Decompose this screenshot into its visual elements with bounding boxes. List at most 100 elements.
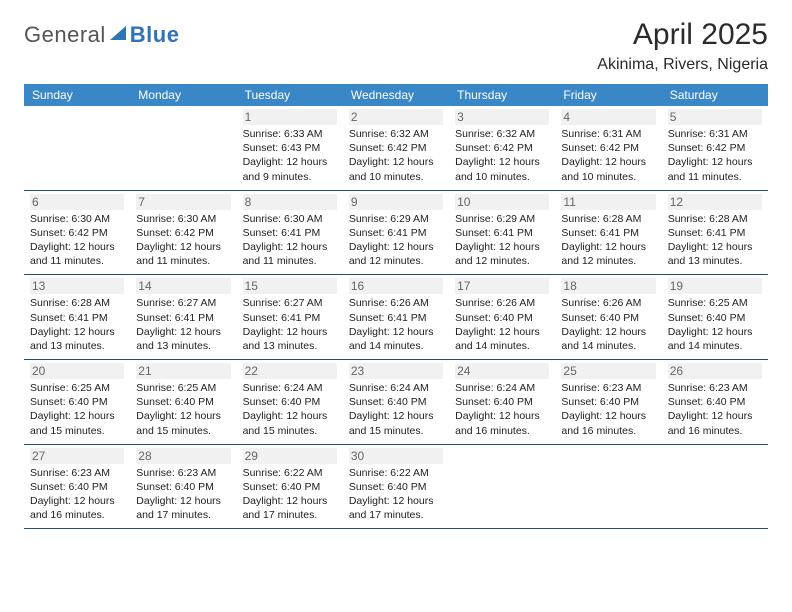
day-info: Sunrise: 6:32 AMSunset: 6:42 PMDaylight:… [455,127,549,184]
day-info: Sunrise: 6:25 AMSunset: 6:40 PMDaylight:… [136,381,230,438]
calendar-day-cell: 6 Sunrise: 6:30 AMSunset: 6:42 PMDaylight… [24,190,130,275]
weekday-header: Friday [555,84,661,106]
weekday-header: Saturday [662,84,768,106]
calendar-day-cell: 9 Sunrise: 6:29 AMSunset: 6:41 PMDaylight… [343,190,449,275]
calendar-day-cell: 25Sunrise: 6:23 AMSunset: 6:40 PMDayligh… [555,360,661,445]
day-info: Sunrise: 6:33 AMSunset: 6:43 PMDaylight:… [243,127,337,184]
day-info: Sunrise: 6:26 AMSunset: 6:41 PMDaylight:… [349,296,443,353]
day-number: 14 [136,278,230,294]
day-number: 21 [136,363,230,379]
weekday-header: Sunday [24,84,130,106]
logo-text-general: General [24,22,106,48]
calendar-week-row: 6 Sunrise: 6:30 AMSunset: 6:42 PMDaylight… [24,190,768,275]
day-info: Sunrise: 6:29 AMSunset: 6:41 PMDaylight:… [455,212,549,269]
day-number: 15 [243,278,337,294]
calendar-day-cell: 30 Sunrise: 6:22 AMSunset: 6:40 PMDayligh… [343,444,449,529]
header-bar: General Blue April 2025 Akinima, Rivers,… [24,18,768,74]
calendar-header-row: SundayMondayTuesdayWednesdayThursdayFrid… [24,84,768,106]
logo-sail-icon [108,24,128,47]
day-info: Sunrise: 6:32 AMSunset: 6:42 PMDaylight:… [349,127,443,184]
calendar-day-cell: 19Sunrise: 6:25 AMSunset: 6:40 PMDayligh… [662,275,768,360]
calendar-week-row: 27Sunrise: 6:23 AMSunset: 6:40 PMDayligh… [24,444,768,529]
day-number: 26 [668,363,762,379]
calendar-day-cell: 1 Sunrise: 6:33 AMSunset: 6:43 PMDaylight… [237,106,343,190]
day-info: Sunrise: 6:24 AMSunset: 6:40 PMDaylight:… [243,381,337,438]
day-number: 16 [349,278,443,294]
day-number: 11 [561,194,655,210]
day-info: Sunrise: 6:22 AMSunset: 6:40 PMDaylight:… [243,466,337,523]
day-info: Sunrise: 6:30 AMSunset: 6:42 PMDaylight:… [30,212,124,269]
weekday-header: Monday [130,84,236,106]
calendar-day-cell: .. [449,444,555,529]
day-number: 6 [30,194,124,210]
day-number: 12 [668,194,762,210]
page-title: April 2025 [597,18,768,52]
day-info: Sunrise: 6:28 AMSunset: 6:41 PMDaylight:… [30,296,124,353]
calendar-day-cell: .. [555,444,661,529]
day-number: 7 [136,194,230,210]
calendar-day-cell: 16 Sunrise: 6:26 AMSunset: 6:41 PMDayligh… [343,275,449,360]
location-text: Akinima, Rivers, Nigeria [597,56,768,74]
day-number: 8 [243,194,337,210]
calendar-table: SundayMondayTuesdayWednesdayThursdayFrid… [24,84,768,529]
day-number: 5 [668,109,762,125]
weekday-header: Wednesday [343,84,449,106]
day-number: 9 [349,194,443,210]
calendar-day-cell: 27Sunrise: 6:23 AMSunset: 6:40 PMDayligh… [24,444,130,529]
calendar-day-cell: 23Sunrise: 6:24 AMSunset: 6:40 PMDayligh… [343,360,449,445]
day-number: 30 [349,448,443,464]
calendar-day-cell: 28Sunrise: 6:23 AMSunset: 6:40 PMDayligh… [130,444,236,529]
day-number: 13 [30,278,124,294]
day-number: 3 [455,109,549,125]
day-number: 22 [243,363,337,379]
day-info: Sunrise: 6:25 AMSunset: 6:40 PMDaylight:… [30,381,124,438]
day-number: 18 [561,278,655,294]
calendar-day-cell: 12 Sunrise: 6:28 AMSunset: 6:41 PMDayligh… [662,190,768,275]
calendar-day-cell: 4 Sunrise: 6:31 AMSunset: 6:42 PMDaylight… [555,106,661,190]
day-number: 10 [455,194,549,210]
calendar-day-cell: 7 Sunrise: 6:30 AMSunset: 6:42 PMDaylight… [130,190,236,275]
day-info: Sunrise: 6:24 AMSunset: 6:40 PMDaylight:… [349,381,443,438]
calendar-day-cell: 8 Sunrise: 6:30 AMSunset: 6:41 PMDaylight… [237,190,343,275]
day-info: Sunrise: 6:31 AMSunset: 6:42 PMDaylight:… [561,127,655,184]
day-info: Sunrise: 6:26 AMSunset: 6:40 PMDaylight:… [561,296,655,353]
calendar-day-cell: 22 Sunrise: 6:24 AMSunset: 6:40 PMDayligh… [237,360,343,445]
calendar-day-cell: 5 Sunrise: 6:31 AMSunset: 6:42 PMDaylight… [662,106,768,190]
day-info: Sunrise: 6:23 AMSunset: 6:40 PMDaylight:… [136,466,230,523]
day-info: Sunrise: 6:30 AMSunset: 6:42 PMDaylight:… [136,212,230,269]
day-info: Sunrise: 6:27 AMSunset: 6:41 PMDaylight:… [243,296,337,353]
day-number: 17 [455,278,549,294]
day-number: 29 [243,448,337,464]
calendar-day-cell: 3 Sunrise: 6:32 AMSunset: 6:42 PMDaylight… [449,106,555,190]
calendar-week-row: .... 1 Sunrise: 6:33 AMSunset: 6:43 PMDayl… [24,106,768,190]
logo: General Blue [24,22,179,48]
day-info: Sunrise: 6:31 AMSunset: 6:42 PMDaylight:… [668,127,762,184]
day-info: Sunrise: 6:23 AMSunset: 6:40 PMDaylight:… [561,381,655,438]
day-number: 20 [30,363,124,379]
day-info: Sunrise: 6:23 AMSunset: 6:40 PMDaylight:… [668,381,762,438]
logo-text-blue: Blue [130,22,180,48]
calendar-day-cell: 13 Sunrise: 6:28 AMSunset: 6:41 PMDayligh… [24,275,130,360]
day-info: Sunrise: 6:28 AMSunset: 6:41 PMDaylight:… [561,212,655,269]
calendar-day-cell: .. [662,444,768,529]
calendar-day-cell: 18 Sunrise: 6:26 AMSunset: 6:40 PMDayligh… [555,275,661,360]
day-info: Sunrise: 6:23 AMSunset: 6:40 PMDaylight:… [30,466,124,523]
calendar-day-cell: .. [24,106,130,190]
calendar-day-cell: 2 Sunrise: 6:32 AMSunset: 6:42 PMDaylight… [343,106,449,190]
calendar-week-row: 13 Sunrise: 6:28 AMSunset: 6:41 PMDayligh… [24,275,768,360]
calendar-day-cell: 29 Sunrise: 6:22 AMSunset: 6:40 PMDayligh… [237,444,343,529]
calendar-day-cell: 20 Sunrise: 6:25 AMSunset: 6:40 PMDayligh… [24,360,130,445]
day-info: Sunrise: 6:30 AMSunset: 6:41 PMDaylight:… [243,212,337,269]
day-number: 4 [561,109,655,125]
day-number: 2 [349,109,443,125]
day-info: Sunrise: 6:27 AMSunset: 6:41 PMDaylight:… [136,296,230,353]
calendar-week-row: 20 Sunrise: 6:25 AMSunset: 6:40 PMDayligh… [24,360,768,445]
weekday-header: Tuesday [237,84,343,106]
day-info: Sunrise: 6:22 AMSunset: 6:40 PMDaylight:… [349,466,443,523]
day-number: 1 [243,109,337,125]
day-info: Sunrise: 6:26 AMSunset: 6:40 PMDaylight:… [455,296,549,353]
day-info: Sunrise: 6:29 AMSunset: 6:41 PMDaylight:… [349,212,443,269]
day-info: Sunrise: 6:28 AMSunset: 6:41 PMDaylight:… [668,212,762,269]
calendar-day-cell: 11 Sunrise: 6:28 AMSunset: 6:41 PMDayligh… [555,190,661,275]
calendar-day-cell: .. [130,106,236,190]
